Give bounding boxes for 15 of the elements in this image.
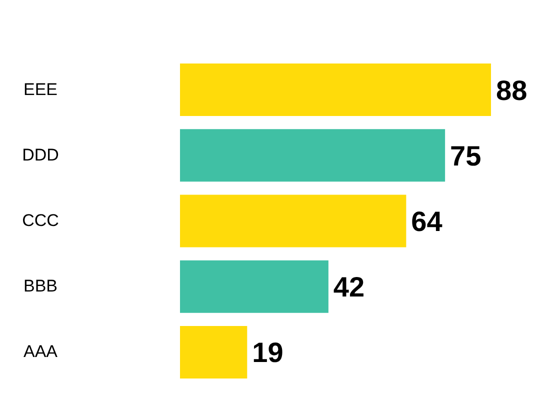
y-tick-label: BBB	[23, 276, 58, 296]
data-label: 75	[450, 140, 482, 172]
bar	[180, 64, 491, 116]
bar	[180, 326, 248, 378]
y-tick-label: DDD	[22, 145, 59, 164]
data-label: 64	[411, 206, 443, 237]
data-label: 88	[496, 74, 528, 106]
data-label: 42	[333, 272, 365, 303]
y-tick-label: EEE	[23, 80, 58, 99]
bar	[180, 260, 328, 313]
data-label: 19	[252, 337, 284, 368]
bar	[180, 129, 446, 182]
y-tick-label: CCC	[22, 211, 59, 230]
bar	[180, 194, 406, 248]
y-tick-label: AAA	[23, 342, 58, 362]
